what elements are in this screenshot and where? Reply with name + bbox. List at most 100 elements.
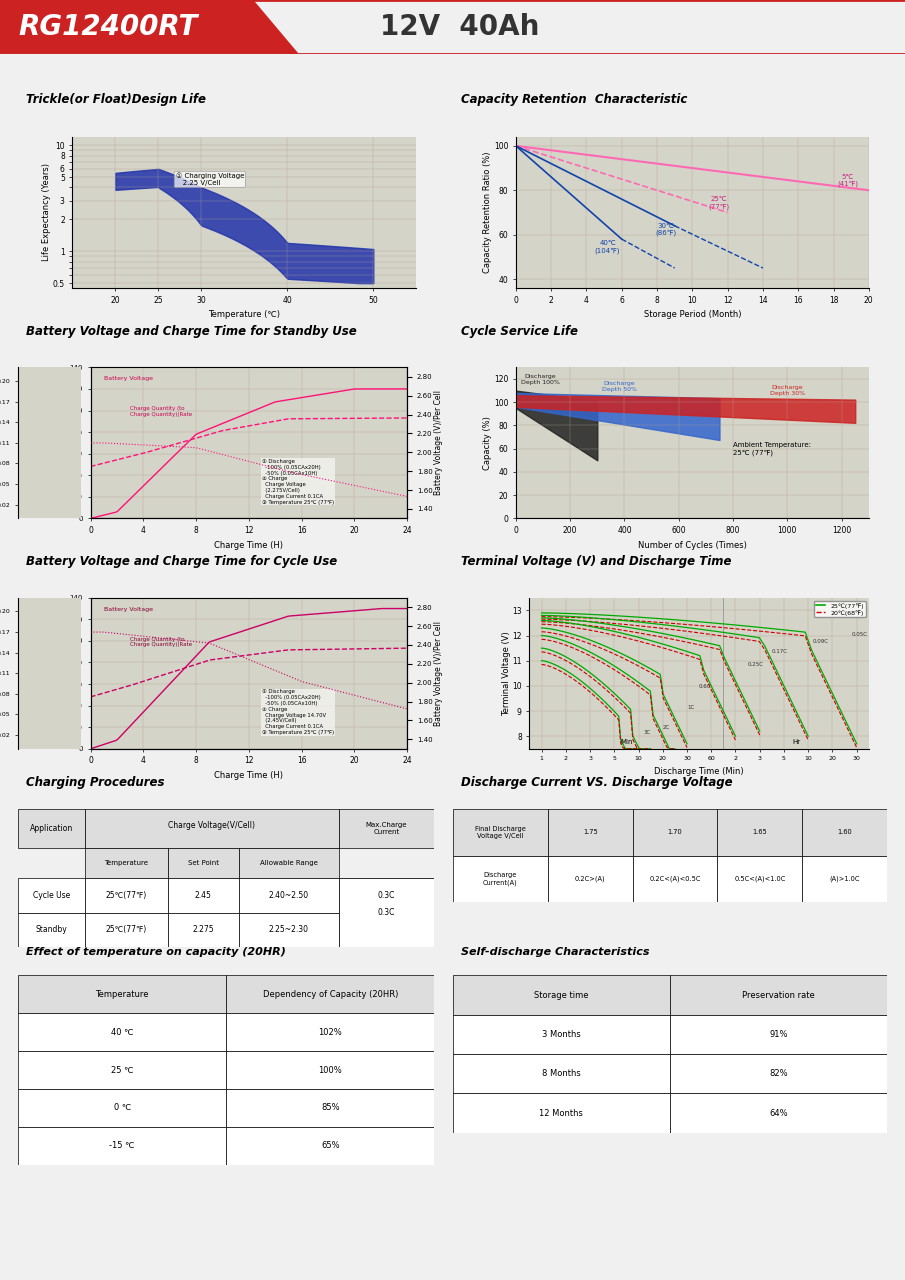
Text: ① Charging Voltage
   2.25 V/Cell: ① Charging Voltage 2.25 V/Cell: [176, 173, 244, 187]
Text: 65%: 65%: [321, 1142, 339, 1151]
Text: Storage time: Storage time: [534, 991, 588, 1000]
Bar: [85, 878, 168, 913]
Y-axis label: Charge Quantity (%)
Charge Current (CA): Charge Quantity (%) Charge Current (CA): [49, 403, 68, 483]
Bar: [226, 1126, 434, 1165]
Text: 5℃
(41℉): 5℃ (41℉): [837, 174, 858, 187]
Text: 8 Months: 8 Months: [542, 1069, 580, 1078]
Bar: [452, 856, 548, 902]
Bar: [338, 878, 434, 913]
Text: 30℃
(86℉): 30℃ (86℉): [655, 223, 676, 237]
Text: 0.2C>(A): 0.2C>(A): [575, 876, 605, 882]
Text: Charge Quantity (to
Charge Quantity)(Rate: Charge Quantity (to Charge Quantity)(Rat…: [130, 406, 192, 417]
X-axis label: Discharge Time (Min): Discharge Time (Min): [654, 767, 744, 776]
Text: 0.3C: 0.3C: [378, 891, 395, 900]
Text: ① Discharge
  -100% (0.05CAx20H)
  -50% (0.05CAx10H)
② Charge
  Charge Voltage
 : ① Discharge -100% (0.05CAx20H) -50% (0.0…: [262, 460, 334, 504]
Bar: [452, 975, 670, 1015]
Text: Charging Procedures: Charging Procedures: [26, 776, 165, 790]
Text: Hr: Hr: [792, 739, 800, 745]
Bar: [168, 913, 239, 947]
Text: Ambient Temperature:
25℃ (77℉): Ambient Temperature: 25℃ (77℉): [733, 443, 811, 456]
Bar: [802, 809, 887, 856]
Polygon shape: [0, 0, 299, 54]
Text: 85%: 85%: [321, 1103, 339, 1112]
Y-axis label: Life Expectancy (Years): Life Expectancy (Years): [43, 164, 52, 261]
Text: Discharge
Depth 50%: Discharge Depth 50%: [602, 380, 636, 392]
Text: 0.2C<(A)<0.5C: 0.2C<(A)<0.5C: [650, 876, 700, 882]
Text: 0.25C: 0.25C: [748, 662, 764, 667]
Y-axis label: Capacity (%): Capacity (%): [483, 416, 492, 470]
Text: 0.17C: 0.17C: [772, 649, 788, 654]
Y-axis label: Charge Quantity (%)
Charge Current (CA): Charge Quantity (%) Charge Current (CA): [49, 634, 68, 713]
Text: Discharge Current VS. Discharge Voltage: Discharge Current VS. Discharge Voltage: [462, 776, 733, 790]
Text: Discharge
Current(A): Discharge Current(A): [483, 872, 518, 886]
Bar: [633, 809, 718, 856]
Text: Set Point: Set Point: [188, 860, 219, 865]
Text: 2.45: 2.45: [195, 891, 212, 900]
Bar: [226, 1014, 434, 1051]
Text: 91%: 91%: [769, 1030, 787, 1039]
Text: 64%: 64%: [769, 1108, 787, 1117]
Text: -15 ℃: -15 ℃: [110, 1142, 135, 1151]
Bar: [718, 856, 802, 902]
Bar: [548, 856, 633, 902]
Bar: [18, 878, 85, 913]
Text: Battery Voltage: Battery Voltage: [104, 607, 153, 612]
Bar: [18, 1126, 226, 1165]
X-axis label: Storage Period (Month): Storage Period (Month): [643, 310, 741, 319]
X-axis label: Number of Cycles (Times): Number of Cycles (Times): [638, 540, 747, 549]
Text: Self-discharge Characteristics: Self-discharge Characteristics: [462, 947, 650, 957]
Bar: [718, 809, 802, 856]
Text: 2.40~2.50: 2.40~2.50: [269, 891, 309, 900]
Text: 0.5C<(A)<1.0C: 0.5C<(A)<1.0C: [734, 876, 786, 882]
Bar: [239, 878, 338, 913]
Text: 2.25~2.30: 2.25~2.30: [269, 925, 309, 934]
Bar: [226, 975, 434, 1014]
Text: 2C: 2C: [662, 724, 670, 730]
Text: Trickle(or Float)Design Life: Trickle(or Float)Design Life: [26, 92, 206, 106]
Text: 100%: 100%: [319, 1065, 342, 1075]
Text: Preservation rate: Preservation rate: [742, 991, 814, 1000]
Bar: [633, 856, 718, 902]
Text: Allowable Range: Allowable Range: [260, 860, 318, 865]
Text: 1.70: 1.70: [668, 829, 682, 836]
Text: 1.75: 1.75: [583, 829, 598, 836]
Bar: [338, 878, 434, 947]
Bar: [452, 1055, 670, 1093]
Bar: [18, 975, 226, 1014]
Bar: [226, 1089, 434, 1126]
Text: Cycle Service Life: Cycle Service Life: [462, 325, 578, 338]
Text: 0.05C: 0.05C: [852, 631, 868, 636]
Bar: [239, 913, 338, 947]
Bar: [670, 1015, 887, 1055]
Bar: [239, 847, 338, 878]
Bar: [452, 1015, 670, 1055]
Bar: [18, 809, 85, 847]
Text: Battery Voltage: Battery Voltage: [104, 376, 153, 381]
Text: Max.Charge
Current: Max.Charge Current: [366, 822, 407, 835]
Bar: [338, 913, 434, 947]
Text: 1.65: 1.65: [752, 829, 767, 836]
Bar: [85, 913, 168, 947]
Y-axis label: Battery Voltage (V)/Per Cell: Battery Voltage (V)/Per Cell: [434, 621, 443, 726]
Text: 12 Months: 12 Months: [539, 1108, 583, 1117]
Text: Application: Application: [30, 824, 73, 833]
Text: 82%: 82%: [769, 1069, 787, 1078]
Bar: [670, 975, 887, 1015]
Bar: [452, 1093, 670, 1133]
Text: Terminal Voltage (V) and Discharge Time: Terminal Voltage (V) and Discharge Time: [462, 556, 731, 568]
Text: 1.60: 1.60: [837, 829, 852, 836]
Bar: [548, 809, 633, 856]
Y-axis label: Battery Voltage (V)/Per Cell: Battery Voltage (V)/Per Cell: [434, 390, 443, 495]
Legend: 25℃(77℉), 20℃(68℉): 25℃(77℉), 20℃(68℉): [814, 600, 866, 617]
Bar: [226, 1051, 434, 1089]
Text: 0.09C: 0.09C: [813, 639, 829, 644]
Text: 40 ℃: 40 ℃: [111, 1028, 133, 1037]
Bar: [168, 847, 239, 878]
Text: ① Discharge
  -100% (0.05CAx20H)
  -50% (0.05CAx10H)
② Charge
  Charge Voltage 1: ① Discharge -100% (0.05CAx20H) -50% (0.0…: [262, 690, 334, 735]
Text: Dependency of Capacity (20HR): Dependency of Capacity (20HR): [262, 989, 398, 998]
Text: 25℃(77℉): 25℃(77℉): [106, 891, 147, 900]
Text: 3C: 3C: [643, 730, 651, 735]
Text: Battery Voltage and Charge Time for Cycle Use: Battery Voltage and Charge Time for Cycl…: [26, 556, 338, 568]
Text: Battery Voltage and Charge Time for Standby Use: Battery Voltage and Charge Time for Stan…: [26, 325, 357, 338]
Bar: [168, 878, 239, 913]
